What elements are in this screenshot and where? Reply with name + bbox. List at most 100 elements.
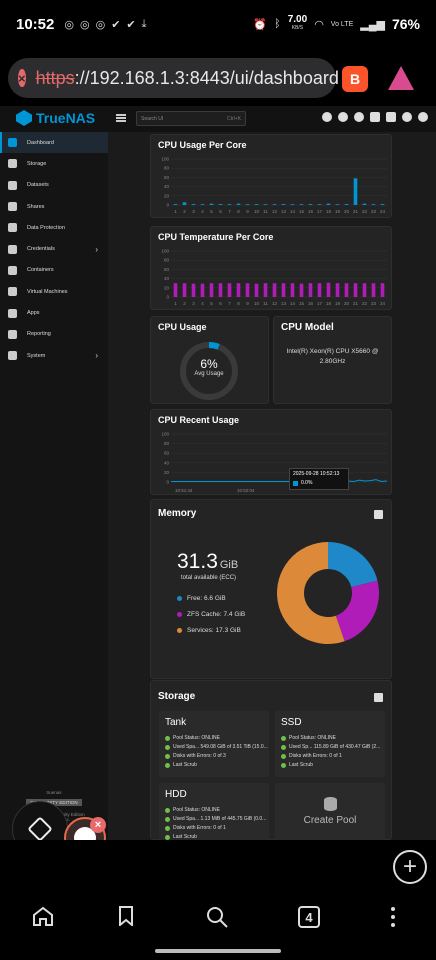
bookmark-icon[interactable] [118,906,134,926]
bar-core-9 [245,204,250,205]
truenas-logo[interactable]: TrueNAS [16,110,95,126]
check-icon: ✔ [126,18,136,31]
legend-services: Services: 17.3 GiB [177,627,241,634]
alerts-icon[interactable] [386,112,396,122]
bar-core-15 [299,283,304,297]
gauge-label: Avg Usage [194,371,224,377]
sidebar-item-dashboard[interactable]: Dashboard [0,132,108,154]
card-title: CPU Usage Per Core [158,140,247,150]
dashboard-icon [8,138,17,148]
check-circle-icon [165,807,170,813]
sidebar-item-label: Apps [27,310,40,317]
sidebar-item-label: Credentials [27,246,55,253]
pool-status-line: Last Scrub [165,762,197,768]
sidebar-item-apps[interactable]: Apps [0,302,108,323]
x-tick-label: 13 [281,301,287,306]
legend-label: Free: 6.6 GiB [187,595,226,602]
check-circle-icon [281,753,286,759]
pool-card-ssd[interactable]: SSD Pool Status: ONLINE Used Sp... 115.89 … [275,711,385,777]
new-tab-button[interactable]: + [393,850,427,884]
pool-card-hdd[interactable]: HDD Pool Status: ONLINE Used Spa... 1.13 M… [159,783,269,840]
directory-services-icon[interactable] [354,112,364,122]
x-tick-label: 6 [219,301,222,306]
reports-icon[interactable] [374,510,383,519]
search-input[interactable]: Search UI Ctrl+K [136,111,246,126]
cpu-recent-chart: 0 20 40 60 80 100 10:51:44 10:52:04 [161,432,388,493]
bar-core-16 [308,283,313,297]
sidebar-item-credentials[interactable]: Credentials › [0,238,108,259]
y-tick-label: 0 [166,295,169,300]
bar-core-14 [290,204,295,205]
legend-zfs-cache: ZFS Cache: 7.4 GiB [177,611,245,618]
check-circle-icon [281,744,286,750]
legend-swatch [177,596,182,601]
pool-name: Tank [165,717,187,728]
check-circle-icon [165,762,170,768]
x-tick-label: 21 [353,209,359,214]
sidebar-item-reporting[interactable]: Reporting [0,324,108,345]
sidebar-item-virtual-machines[interactable]: Virtual Machines [0,281,108,302]
x-tick-label: 22 [362,301,368,306]
pool-line-text: Used Spa... 549.08 GiB of 3.51 TiB (15.0… [173,744,268,750]
close-record-icon[interactable]: × [90,817,106,833]
jobs-icon[interactable] [370,112,380,122]
bar-core-10 [254,283,259,297]
power-icon[interactable] [418,112,428,122]
sidebar-item-system[interactable]: System › [0,345,108,366]
sidebar-item-label: Datasets [27,182,49,189]
feedback-icon[interactable] [322,112,332,122]
brave-shield-icon[interactable]: B [342,66,368,92]
tabs-button[interactable]: 4 [298,906,320,928]
account-icon[interactable] [402,112,412,122]
bar-core-22 [362,203,367,205]
x-tick-label: 3 [192,209,195,214]
sidebar-item-data-protection[interactable]: Data Protection [0,217,108,238]
instagram-icon: ◎ [79,18,90,31]
check-circle-icon [165,816,170,822]
search-icon[interactable] [206,906,228,928]
datasets-icon [8,180,17,190]
home-icon[interactable] [32,906,54,926]
truecommand-icon[interactable] [338,112,348,122]
gauge-fill [180,342,238,400]
x-tick-label: 6 [219,209,222,214]
reports-icon[interactable] [374,693,383,702]
x-tick-label: 15 [299,301,305,306]
database-icon [323,797,337,811]
sidebar-item-datasets[interactable]: Datasets [0,175,108,196]
bar-core-22 [362,283,367,297]
x-tick-label: 18 [326,301,332,306]
brave-rewards-icon[interactable] [388,66,414,90]
check-circle-icon [281,762,286,768]
bar-core-16 [308,204,313,205]
series-line-cpu [171,479,388,483]
legend-label: Services: 17.3 GiB [187,627,241,634]
x-tick-label: 9 [246,209,249,214]
sidebar-item-storage[interactable]: Storage [0,153,108,174]
sidebar-item-label: Dashboard [27,139,54,146]
chevron-right-icon: › [95,351,98,361]
x-tick-label: 14 [290,301,296,306]
check-circle-icon [281,735,286,741]
bar-core-23 [371,204,376,205]
y-tick-label: 40 [164,276,170,281]
url-text[interactable]: https://192.168.1.3:8443/ui/dashboard [36,68,339,89]
storage-card: Storage Tank Pool Status: ONLINE Used Spa.… [150,680,392,840]
chart-icon [8,329,17,339]
more-menu-icon[interactable] [388,906,398,928]
sidebar-item-containers[interactable]: Containers [0,260,108,281]
search-placeholder: Search UI [141,115,164,122]
menu-toggle-icon[interactable] [116,114,126,122]
dashboard-content: CPU Usage Per Core 0 20 40 60 80 100 1 2 3 4 5 6 7 8 9… [108,132,436,840]
notification-icons: ◎ ◎ ◎ ✔ ✔ ⤓ [64,18,146,31]
pool-card-tank[interactable]: Tank Pool Status: ONLINE Used Spa... 549.0… [159,711,269,777]
bar-core-13 [281,283,286,297]
url-bar[interactable]: × https://192.168.1.3:8443/ui/dashboard [8,58,339,98]
create-pool-button[interactable]: Create Pool [275,783,385,840]
x-tick-label: 23 [371,209,377,214]
sidebar-item-shares[interactable]: Shares [0,196,108,217]
x-tick-label: 22 [362,209,368,214]
truenas-logo-icon [16,110,32,126]
bar-core-8 [236,203,241,205]
insecure-icon[interactable]: × [18,69,26,87]
